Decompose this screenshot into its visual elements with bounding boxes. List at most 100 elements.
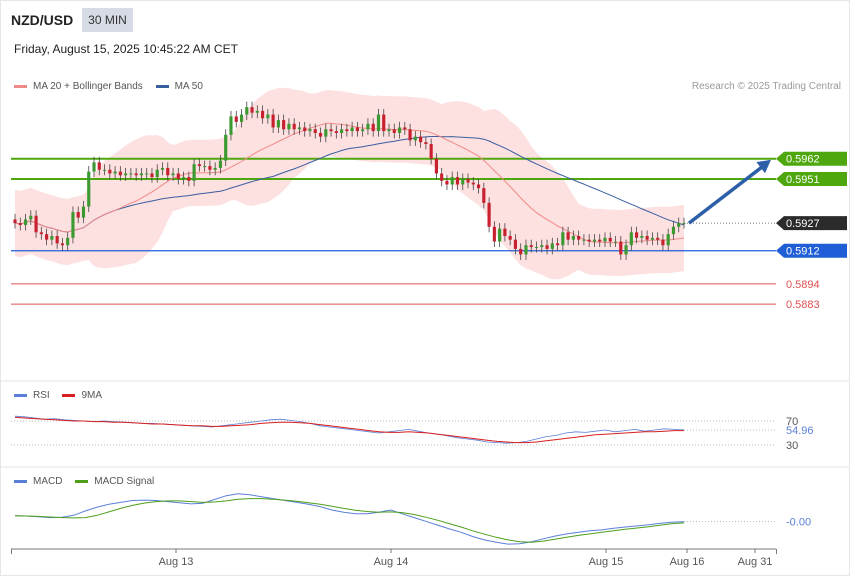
legend-rsi-ma: 9MA [81, 390, 103, 401]
ma50-swatch [155, 84, 169, 88]
level-label-4: 0.5883 [786, 299, 820, 311]
candle-57 [313, 129, 317, 133]
macd-signal-swatch [75, 479, 89, 483]
currency-pair-title: NZD/USD [11, 12, 74, 28]
candle-122 [656, 237, 660, 240]
candle-35 [197, 164, 201, 167]
rsi-current-label: 54.96 [786, 425, 814, 437]
candle-51 [282, 120, 286, 130]
candle-63 [345, 129, 349, 132]
x-tick-label-4: Aug 31 [738, 556, 773, 568]
timeframe-badge[interactable]: 30 MIN [82, 8, 133, 32]
candle-116 [624, 245, 628, 255]
level-label-3: 0.5894 [786, 279, 820, 291]
legend-macd-signal: MACD Signal [94, 476, 155, 487]
candle-72 [392, 129, 396, 133]
candle-125 [671, 226, 676, 235]
candle-13 [81, 206, 86, 218]
candle-30 [171, 173, 175, 176]
x-tick-label-1: Aug 14 [374, 556, 409, 568]
candle-28 [160, 167, 165, 170]
candle-107 [577, 236, 581, 240]
legend-ma20: MA 20 + Bollinger Bands [33, 81, 143, 92]
candle-8 [55, 236, 59, 244]
candle-1 [18, 223, 22, 225]
legend-macd: MACD [33, 476, 63, 487]
candle-95 [513, 239, 518, 249]
candle-74 [403, 127, 407, 130]
macd-swatch [14, 479, 27, 483]
candle-47 [261, 110, 265, 119]
ma20-line [14, 122, 685, 244]
rsi-ma-line [14, 416, 684, 444]
candle-9 [60, 243, 64, 246]
candle-110 [592, 239, 597, 242]
price-legend: MA 20 + Bollinger Bands MA 50 [14, 81, 203, 92]
candle-86 [466, 178, 470, 183]
candle-89 [482, 188, 486, 203]
candle-77 [419, 136, 423, 143]
candle-109 [587, 239, 591, 242]
candle-119 [640, 236, 644, 238]
candle-94 [508, 236, 512, 240]
candle-64 [350, 127, 354, 132]
candle-93 [503, 228, 507, 236]
legend-rsi: RSI [33, 390, 50, 401]
candle-69 [376, 114, 381, 132]
candle-65 [355, 127, 359, 132]
rsi-swatch [14, 393, 27, 397]
candle-102 [550, 243, 554, 249]
level-tag-1 [776, 171, 847, 186]
candle-46 [255, 110, 259, 113]
candle-104 [561, 232, 565, 246]
candle-73 [397, 127, 402, 133]
candle-14 [87, 171, 91, 207]
candle-112 [603, 237, 607, 242]
candle-113 [608, 237, 612, 242]
candle-114 [613, 241, 618, 243]
candle-38 [213, 167, 217, 170]
candle-55 [303, 127, 307, 132]
candle-71 [387, 129, 391, 132]
candle-96 [519, 248, 523, 255]
candle-21 [124, 173, 128, 176]
rsi-level-label-0: 70 [786, 416, 798, 428]
forecast-arrow-shaft [687, 163, 767, 225]
candle-83 [450, 177, 454, 185]
candle-80 [434, 158, 438, 174]
candle-75 [408, 129, 412, 141]
candle-61 [334, 131, 338, 133]
x-tick-label-2: Aug 15 [589, 556, 624, 568]
candle-62 [340, 129, 344, 133]
candle-79 [429, 144, 433, 159]
candle-4 [34, 215, 38, 233]
candle-120 [645, 236, 649, 240]
level-tag-0 [776, 151, 847, 166]
candle-103 [555, 243, 560, 246]
candle-22 [129, 173, 133, 175]
candle-76 [413, 136, 417, 141]
candle-32 [181, 177, 186, 179]
candle-23 [134, 173, 138, 176]
candle-68 [371, 123, 375, 132]
candle-49 [271, 114, 275, 128]
candle-11 [71, 212, 75, 238]
candle-40 [224, 134, 228, 161]
candle-43 [239, 114, 244, 122]
candle-67 [366, 123, 370, 130]
candle-24 [139, 173, 144, 176]
candle-101 [545, 245, 549, 249]
current-price-label: 0.5927 [786, 218, 820, 230]
candle-3 [29, 215, 33, 220]
candle-39 [218, 160, 223, 168]
x-tick-label-0: Aug 13 [159, 556, 194, 568]
ma20-swatch [14, 84, 27, 88]
candle-42 [234, 116, 238, 122]
candle-36 [203, 166, 207, 168]
candle-99 [534, 247, 539, 249]
candle-70 [382, 114, 386, 132]
candle-126 [677, 223, 681, 227]
candle-66 [361, 129, 365, 132]
candle-88 [476, 184, 481, 189]
macd-current-label: -0.00 [786, 516, 811, 528]
